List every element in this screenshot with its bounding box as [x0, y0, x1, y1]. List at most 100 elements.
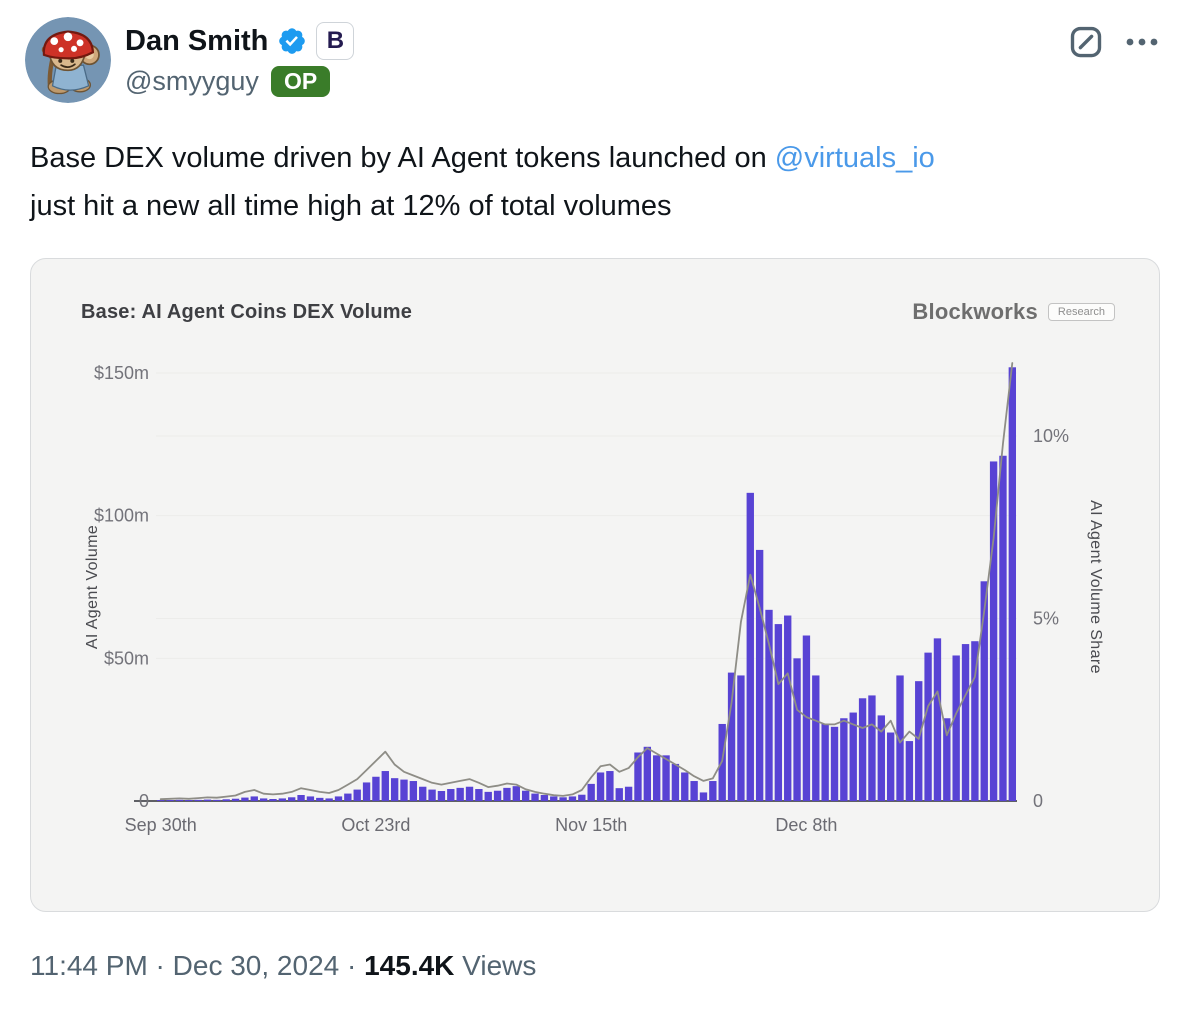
volume-bar [185, 800, 193, 801]
verified-badge-icon [279, 28, 306, 54]
volume-bar [989, 461, 998, 801]
volume-bar [531, 793, 539, 801]
volume-bar [596, 772, 605, 801]
left-axis-tick: $50m [104, 648, 149, 668]
volume-bar [812, 675, 820, 801]
volume-bar [278, 798, 287, 801]
volume-bar [1008, 367, 1016, 801]
volume-bar [372, 776, 380, 801]
highlight-button[interactable] [1066, 22, 1106, 62]
volume-bar [437, 791, 446, 801]
more-button[interactable] [1122, 22, 1162, 62]
volume-bar [344, 793, 352, 801]
volume-bar [915, 681, 923, 801]
volume-bar [671, 763, 680, 801]
chart-svg: $150m $100m $50m 0 10% 5% 0 Sep 30th Oct 23rd Nov… [84, 362, 1104, 835]
x-axis-tick: Sep 30th [125, 815, 197, 835]
volume-bar [774, 624, 783, 801]
volume-bar [896, 675, 904, 801]
volume-bar [231, 798, 240, 801]
tweet-text-before: Base DEX volume driven by AI Agent token… [30, 142, 775, 174]
volume-bar [727, 672, 736, 801]
volume-bar [297, 795, 305, 801]
volume-bar [971, 641, 979, 801]
volume-bar [924, 652, 932, 801]
volume-bar [475, 789, 483, 801]
volume-bar [353, 789, 361, 801]
avatar-mushroom-character [25, 17, 111, 103]
volume-bar [793, 658, 801, 801]
volume-bar [493, 790, 502, 801]
right-axis-tick: 5% [1033, 609, 1059, 629]
volume-bar [578, 794, 586, 801]
chart-media-card[interactable]: Base: AI Agent Coins DEX Volume Blockwor… [30, 258, 1160, 912]
volume-bar [961, 644, 970, 801]
volume-bar [980, 581, 988, 801]
volume-bar [419, 786, 427, 801]
volume-bar [316, 797, 324, 801]
volume-bar [868, 695, 876, 801]
x-axis-tick: Nov 15th [555, 815, 627, 835]
volume-bar [690, 781, 698, 801]
volume-bar [634, 752, 642, 801]
volume-bar [943, 718, 951, 801]
volume-bar [259, 798, 268, 801]
research-badge: Research [1047, 303, 1115, 321]
ellipsis-icon [1126, 38, 1158, 46]
tweet-meta: 11:44 PM · Dec 30, 2024 · 145.4K Views [30, 950, 536, 982]
views-label: Views [454, 950, 537, 981]
volume-bar [755, 549, 764, 801]
volume-bar [877, 715, 885, 801]
volume-bar [447, 789, 455, 801]
affiliation-b-badge[interactable]: B [316, 22, 355, 60]
volume-bar [203, 799, 212, 801]
display-name[interactable]: Dan Smith [125, 24, 269, 57]
volume-bar [615, 788, 623, 801]
left-axis-title: AI Agent Volume [84, 525, 101, 649]
volume-bar [568, 796, 577, 801]
volume-bar [830, 726, 839, 801]
volume-bar [933, 638, 942, 801]
volume-bar [849, 712, 857, 801]
volume-bar [428, 789, 436, 801]
volume-bar [746, 492, 754, 801]
volume-bar [737, 675, 745, 801]
volume-bar [390, 778, 399, 801]
volume-bar [157, 800, 165, 801]
volume-bar [222, 799, 230, 801]
right-axis-tick: 0 [1033, 791, 1043, 811]
volume-bar [400, 779, 408, 801]
volume-bar [288, 797, 296, 801]
volume-bar [952, 655, 960, 801]
volume-bar [905, 741, 914, 801]
user-handle[interactable]: @smyyguy [125, 66, 259, 97]
volume-bar [213, 799, 221, 801]
volume-bar [765, 609, 773, 801]
tweet-text-after: just hit a new all time high at 12% of t… [30, 190, 672, 222]
volume-bar [540, 795, 549, 801]
left-axis-tick: 0 [139, 791, 149, 811]
volume-bar [381, 771, 389, 801]
volume-bar [999, 455, 1007, 801]
volume-bar [269, 799, 277, 801]
volume-bar [587, 783, 595, 801]
tweet-text: Base DEX volume driven by AI Agent token… [30, 134, 1120, 230]
volume-bar [802, 635, 811, 801]
volume-bar [306, 796, 315, 801]
volume-bar [840, 718, 848, 801]
avatar[interactable] [25, 17, 111, 103]
tweet-mention-link[interactable]: @virtuals_io [774, 142, 935, 174]
volume-bar [325, 798, 333, 801]
volume-bar [821, 723, 829, 801]
volume-bar [653, 755, 661, 801]
volume-bar [709, 781, 717, 801]
volume-bar [194, 799, 202, 801]
volume-bar [484, 791, 492, 801]
volume-bar [521, 790, 530, 801]
volume-bar [175, 799, 184, 801]
left-axis-tick: $150m [94, 363, 149, 383]
volume-bar [643, 746, 652, 801]
volume-bar [784, 615, 792, 801]
x-axis-tick: Oct 23rd [341, 815, 410, 835]
volume-bar [559, 797, 567, 801]
